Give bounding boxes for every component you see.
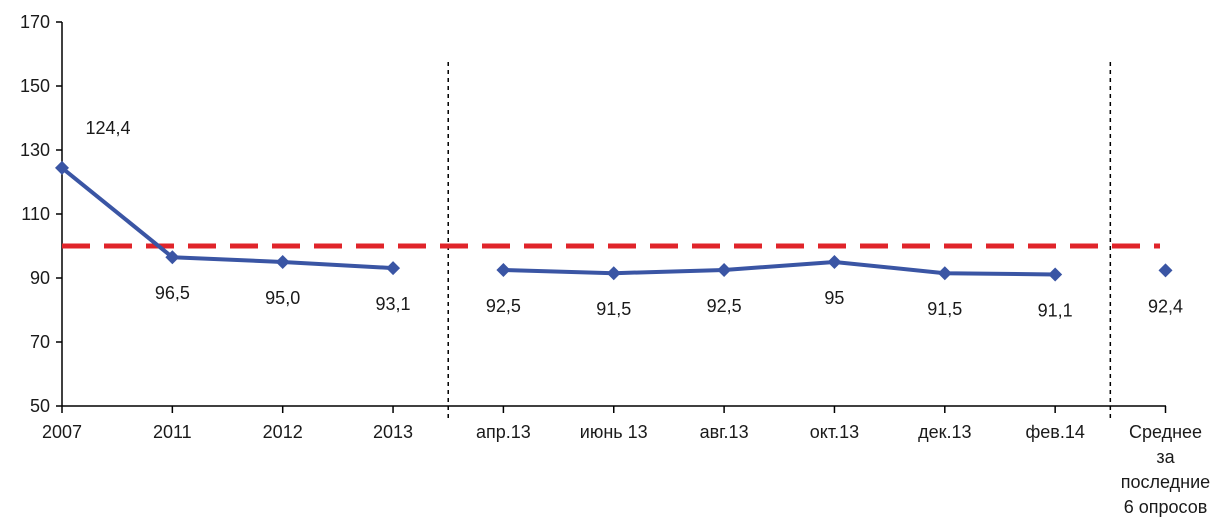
x-tick-label-line: дек.13 — [918, 422, 971, 442]
x-tick-label-line: Среднее — [1129, 422, 1202, 442]
x-tick-label-line: авг.13 — [700, 422, 749, 442]
x-tick-label: авг.13 — [700, 422, 749, 442]
data-label: 96,5 — [155, 283, 190, 303]
x-tick-label-line: последние — [1121, 472, 1210, 492]
data-point-marker — [937, 266, 952, 281]
y-axis: 50 70 90 110 130 150 170 — [20, 12, 63, 416]
period-separators — [447, 62, 1112, 420]
y-tick-label: 90 — [30, 268, 50, 288]
data-point-marker — [717, 263, 732, 277]
x-tick-label-line: за — [1156, 447, 1175, 467]
data-label: 124,4 — [85, 118, 130, 138]
x-tick-label-line: 2011 — [153, 422, 192, 442]
x-tick-label: фев.14 — [1025, 422, 1084, 442]
x-tick-label-line: 2013 — [373, 422, 413, 442]
x-axis: 2007 2011 2012 2013 апр.13 июнь 13 авг.13 окт.1… — [42, 405, 1210, 517]
x-tick-label: 2013 — [373, 422, 413, 442]
data-label: 95 — [824, 288, 844, 308]
data-label: 91,5 — [596, 299, 631, 319]
data-label: 91,1 — [1038, 300, 1073, 320]
data-label: 92,5 — [486, 296, 521, 316]
series-group — [55, 160, 1173, 282]
x-tick-label: окт.13 — [810, 422, 859, 442]
data-point-marker — [165, 250, 180, 265]
y-tick-label: 70 — [30, 332, 50, 352]
y-tick-label: 50 — [30, 396, 50, 416]
x-tick-label-line: апр.13 — [476, 422, 531, 442]
x-tick-label: 2007 — [42, 422, 82, 442]
y-tick-label: 170 — [20, 12, 50, 32]
data-point-marker — [606, 266, 621, 281]
x-tick-label: дек.13 — [918, 422, 971, 442]
data-label: 92,4 — [1148, 296, 1183, 316]
x-tick-label-line: 2012 — [263, 422, 303, 442]
x-tick-label: июнь 13 — [580, 422, 648, 442]
data-label: 91,5 — [927, 299, 962, 319]
x-tick-label: 2012 — [263, 422, 303, 442]
data-point-marker — [386, 261, 401, 276]
x-tick-label-line: 6 опросов — [1124, 497, 1208, 517]
x-tick-label: 2011 — [153, 422, 192, 442]
x-tick-label: апр.13 — [476, 422, 531, 442]
x-tick-label-line: фев.14 — [1025, 422, 1084, 442]
x-tick-label-line: 2007 — [42, 422, 82, 442]
data-point-marker — [55, 160, 69, 175]
data-point-marker — [496, 263, 511, 277]
y-tick-label: 110 — [21, 204, 50, 224]
data-label: 93,1 — [376, 294, 411, 314]
series-line — [503, 260, 1056, 277]
data-point-marker — [1158, 263, 1173, 278]
data-point-marker — [275, 255, 290, 269]
x-tick-label-line: июнь 13 — [580, 422, 648, 442]
y-tick-label: 130 — [20, 140, 50, 160]
data-point-marker — [827, 255, 842, 269]
data-labels: 124,4 96,5 95,0 93,1 92,5 91,5 92,5 95 91,5 91,1 9… — [85, 118, 1183, 321]
series-line — [60, 166, 394, 271]
data-label: 95,0 — [265, 288, 300, 308]
y-tick-label: 150 — [20, 76, 50, 96]
data-point-marker — [1048, 267, 1063, 282]
x-tick-label: Среднее за последние 6 опросов — [1121, 422, 1210, 517]
data-label: 92,5 — [707, 296, 742, 316]
x-tick-label-line: окт.13 — [810, 422, 859, 442]
